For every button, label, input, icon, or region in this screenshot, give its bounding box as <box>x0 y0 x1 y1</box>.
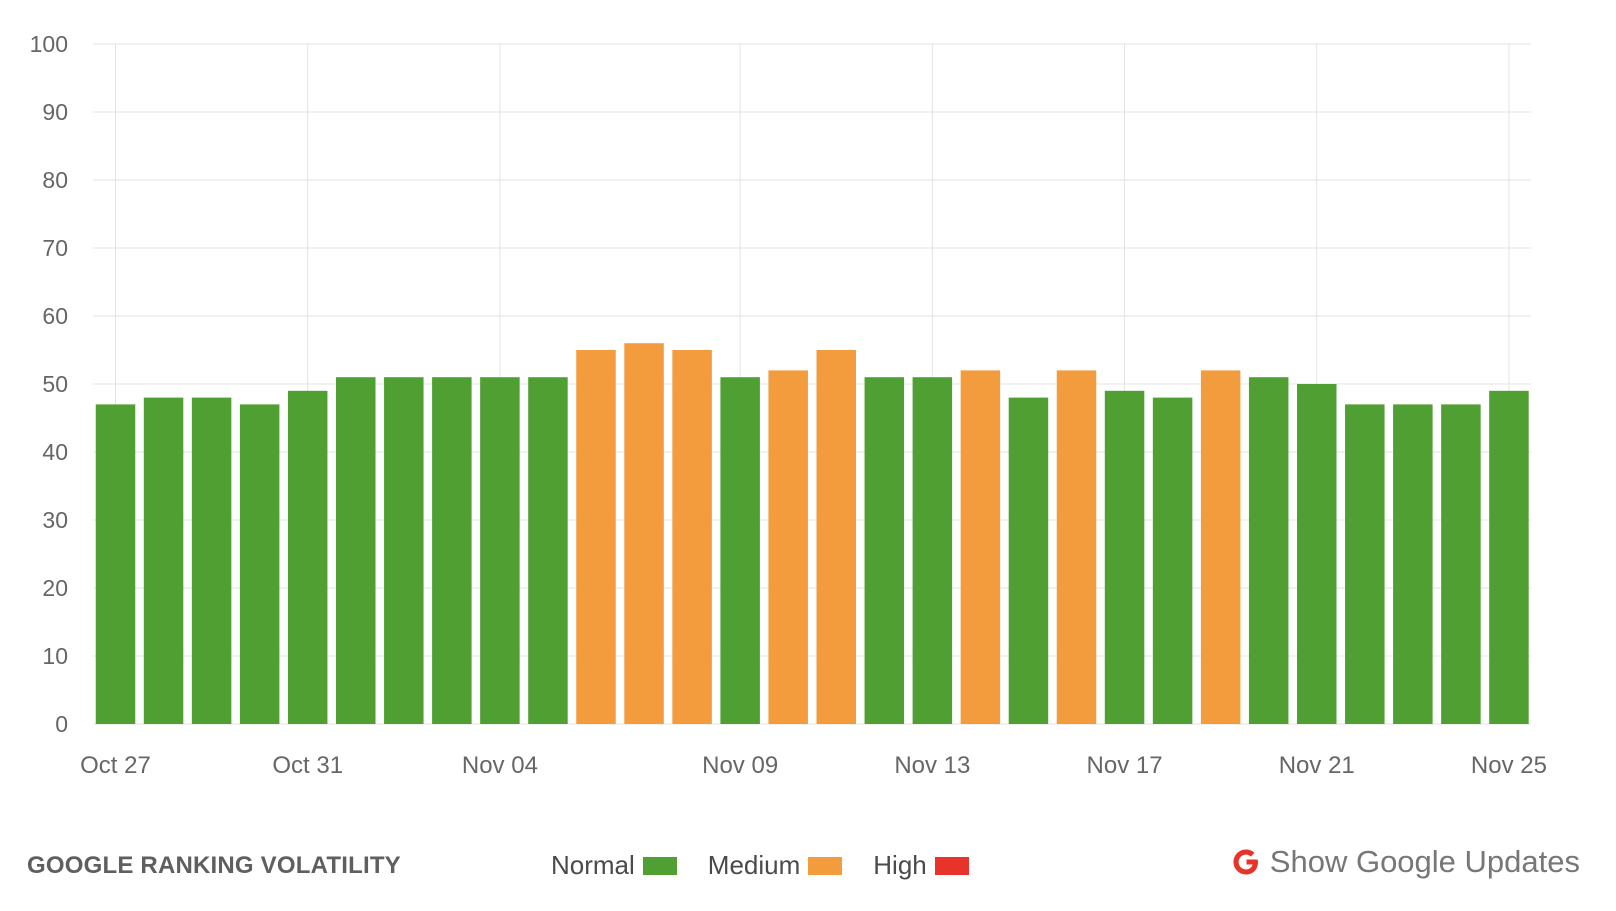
legend-item-normal[interactable]: Normal <box>551 850 677 881</box>
y-tick-label: 60 <box>42 303 68 329</box>
bar-nov-02[interactable]: Nov 02: 51 <box>384 377 424 724</box>
y-tick-label: 100 <box>30 31 68 57</box>
y-tick-label: 90 <box>42 99 68 125</box>
x-tick-label: Nov 09 <box>702 752 778 779</box>
bar-oct-27[interactable]: Oct 27: 47 <box>95 404 136 724</box>
bar-nov-12[interactable]: Nov 12: 51 <box>864 377 905 724</box>
bar-nov-09[interactable]: Nov 09: 51 <box>720 377 760 724</box>
legend-swatch-high <box>934 856 969 875</box>
y-tick-label: 80 <box>42 167 68 193</box>
legend: Normal Medium High <box>551 850 969 881</box>
x-tick-label: Nov 17 <box>1087 752 1163 779</box>
bar-nov-04[interactable]: Nov 04: 51 <box>480 377 520 724</box>
chart-title: GOOGLE RANKING VOLATILITY <box>27 852 401 879</box>
bar-oct-31[interactable]: Oct 31: 49 <box>287 390 328 724</box>
show-google-updates-button[interactable]: Show Google Updates <box>1230 844 1580 880</box>
legend-swatch-medium <box>808 856 843 875</box>
bar-nov-24[interactable]: Nov 24: 47 <box>1441 404 1481 724</box>
bar-nov-22[interactable]: Nov 22: 47 <box>1345 404 1385 724</box>
chart-footer: GOOGLE RANKING VOLATILITY Normal Medium … <box>0 838 1616 888</box>
y-tick-label: 40 <box>42 439 68 465</box>
x-tick-label: Nov 04 <box>462 752 538 779</box>
bar-nov-25[interactable]: Nov 25: 49 <box>1489 390 1529 724</box>
x-tick-label: Nov 13 <box>894 752 970 779</box>
y-tick-label: 70 <box>42 235 68 261</box>
bar-nov-05[interactable]: Nov 05: 51 <box>528 377 568 724</box>
bar-nov-14[interactable]: Nov 14: 52 <box>960 370 1001 724</box>
show-google-updates-label: Show Google Updates <box>1269 844 1580 879</box>
bar-nov-03[interactable]: Nov 03: 51 <box>432 377 472 724</box>
bar-nov-16[interactable]: Nov 16: 52 <box>1056 370 1097 724</box>
x-tick-label: Nov 21 <box>1279 752 1355 779</box>
legend-item-medium[interactable]: Medium <box>707 850 843 881</box>
bar-nov-19[interactable]: Nov 19: 52 <box>1200 370 1241 724</box>
bar-nov-20[interactable]: Nov 20: 51 <box>1248 377 1289 724</box>
x-tick-label: Nov 25 <box>1471 752 1547 779</box>
bar-nov-11[interactable]: Nov 11: 55 <box>816 350 857 724</box>
x-tick-label: Oct 27 <box>80 752 151 779</box>
x-tick-label: Oct 31 <box>272 752 343 779</box>
y-tick-label: 10 <box>42 643 68 669</box>
bar-nov-18[interactable]: Nov 18: 48 <box>1152 397 1193 724</box>
bar-nov-06[interactable]: Nov 06: 55 <box>576 350 616 724</box>
bar-nov-21[interactable]: Nov 21: 50 <box>1297 384 1337 724</box>
google-g-icon <box>1233 849 1258 875</box>
bar-nov-13[interactable]: Nov 13: 51 <box>912 377 953 724</box>
legend-label-medium: Medium <box>707 850 801 880</box>
bar-layer: Oct 27: 47Oct 28: 48Oct 29: 48Oct 30: 47… <box>95 343 1529 724</box>
legend-label-high: High <box>873 850 927 880</box>
x-axis-ticks: Oct 27 Oct 31 Nov 04 Nov 09 Nov 13 Nov 17 Nov … <box>80 752 1547 779</box>
bar-oct-29[interactable]: Oct 29: 48 <box>191 397 232 724</box>
legend-swatch-normal <box>642 856 677 875</box>
y-tick-label: 20 <box>42 575 68 601</box>
bar-nov-15[interactable]: Nov 15: 48 <box>1008 397 1049 724</box>
bar-nov-07[interactable]: Nov 07: 56 <box>624 343 664 724</box>
bar-nov-23[interactable]: Nov 23: 47 <box>1393 404 1433 724</box>
bar-oct-28[interactable]: Oct 28: 48 <box>143 397 184 724</box>
bar-nov-01[interactable]: Nov 01: 51 <box>336 377 376 724</box>
bar-nov-08[interactable]: Nov 08: 55 <box>672 350 712 724</box>
y-tick-label: 50 <box>42 371 68 397</box>
bar-oct-30[interactable]: Oct 30: 47 <box>239 404 280 724</box>
y-tick-label: 30 <box>42 507 68 533</box>
y-axis-ticks: 0 10 20 30 40 50 60 70 80 90 100 <box>30 31 68 737</box>
y-tick-label: 0 <box>55 711 68 737</box>
legend-item-high[interactable]: High <box>873 850 969 881</box>
bar-nov-17[interactable]: Nov 17: 49 <box>1104 390 1145 724</box>
bar-nov-10[interactable]: Nov 10: 52 <box>768 370 808 724</box>
legend-label-normal: Normal <box>551 850 635 880</box>
